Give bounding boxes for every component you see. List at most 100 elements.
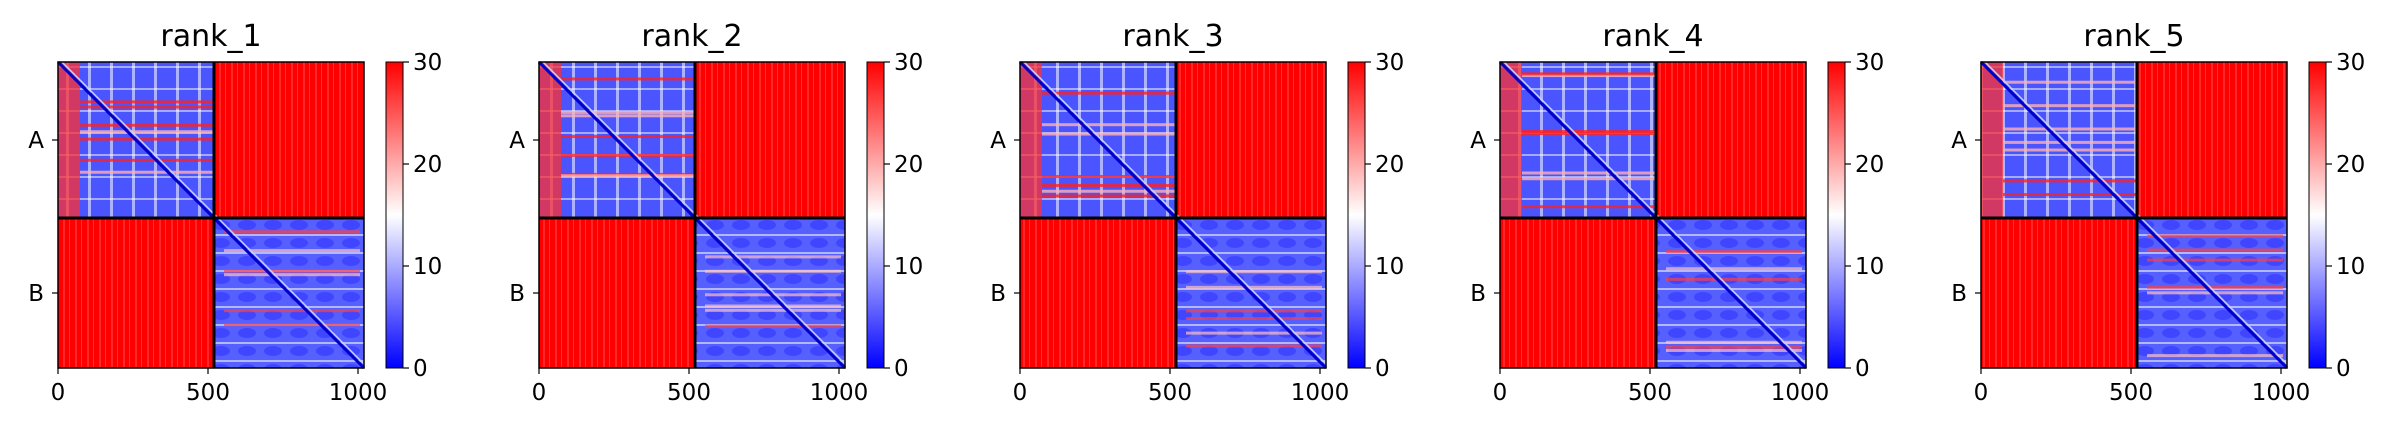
streak-A <box>80 123 214 127</box>
axes-frame <box>1019 61 1327 369</box>
streak-A <box>1522 74 1656 78</box>
panel-title: rank_4 <box>1602 19 1703 54</box>
streak-A <box>561 77 695 81</box>
x-tick-label: 1000 <box>1291 380 1350 406</box>
streak-B <box>2147 248 2283 252</box>
colorbar-tick-label: 0 <box>1855 356 1870 382</box>
panel-title: rank_3 <box>1122 19 1223 54</box>
panel-title: rank_1 <box>160 19 261 54</box>
streak-B <box>1666 277 1802 281</box>
streak-B <box>1186 309 1322 313</box>
block-B-A <box>58 218 214 368</box>
streak-A <box>1042 132 1176 136</box>
x-tick-label: 500 <box>667 380 711 406</box>
diagonal <box>1979 60 2289 370</box>
streak-A <box>1042 123 1176 127</box>
streak-A <box>561 174 695 178</box>
colorbar-tick-label: 30 <box>2336 50 2365 76</box>
streak-A <box>80 170 214 174</box>
heatmap-panel-2: rank_2 0 500 1000 A B 0 10 20 30 <box>509 19 923 406</box>
streak-B <box>2147 354 2283 358</box>
diagonal <box>1018 60 1328 370</box>
heatmap-panel-3: rank_3 0 500 1000 A B 0 10 20 30 <box>990 19 1404 406</box>
edge-band-A <box>1981 62 2003 218</box>
y-tick-label: A <box>1951 128 1967 154</box>
block-B-A <box>1500 218 1656 368</box>
streak-A <box>2003 80 2137 84</box>
streak-A <box>1522 171 1656 175</box>
block-A-B <box>2137 62 2287 218</box>
streak-B <box>1666 348 1802 352</box>
x-tick-label: 0 <box>51 380 66 406</box>
x-tick-label: 0 <box>1974 380 1989 406</box>
colorbar <box>385 61 404 369</box>
x-tick-label: 1000 <box>2252 380 2311 406</box>
panel-title: rank_5 <box>2083 19 2184 54</box>
x-tick-label: 1000 <box>329 380 388 406</box>
streak-B <box>705 304 841 308</box>
axes-frame <box>1980 61 2288 369</box>
x-tick-label: 1000 <box>1771 380 1830 406</box>
streak-A <box>561 135 695 139</box>
y-tick-label: A <box>509 128 525 154</box>
panel-title: rank_2 <box>641 19 742 54</box>
streak-A <box>1042 189 1176 193</box>
edge-band-A <box>1500 62 1522 218</box>
y-tick-label: A <box>1470 128 1486 154</box>
streak-A <box>1522 72 1656 76</box>
colorbar-tick-label: 0 <box>413 356 428 382</box>
edge-band-A <box>539 62 561 218</box>
colorbar <box>1827 61 1846 369</box>
streak-B <box>224 230 360 234</box>
colorbar-tick-label: 30 <box>894 50 923 76</box>
y-tick-label: B <box>28 281 44 307</box>
block-B-A <box>1020 218 1176 368</box>
colorbar-tick-label: 10 <box>2336 254 2365 280</box>
x-tick-label: 0 <box>1013 380 1028 406</box>
colorbar-tick-label: 10 <box>1375 254 1404 280</box>
y-tick-label: B <box>509 281 525 307</box>
heatmap-panel-1: rank_1 0 500 1000 A B 0 10 20 30 <box>28 19 442 406</box>
colorbar-tick-label: 30 <box>1375 50 1404 76</box>
streak-A <box>1522 132 1656 136</box>
streak-A <box>561 153 695 157</box>
y-tick-label: B <box>1951 281 1967 307</box>
streak-B <box>1666 250 1802 254</box>
y-tick-label: A <box>28 128 44 154</box>
streak-B <box>705 255 841 259</box>
streak-B <box>1186 285 1322 289</box>
colorbar-tick-label: 20 <box>2336 152 2365 178</box>
streak-B <box>224 323 360 327</box>
diagonal <box>537 60 847 370</box>
streak-A <box>2003 104 2137 108</box>
streak-A <box>80 137 214 141</box>
x-tick-label: 0 <box>532 380 547 406</box>
x-tick-label: 1000 <box>810 380 869 406</box>
streak-A <box>80 100 214 104</box>
colorbar <box>1347 61 1366 369</box>
streak-A <box>80 105 214 109</box>
streak-A <box>2003 193 2137 197</box>
streak-A <box>1042 175 1176 179</box>
streak-B <box>1186 344 1322 348</box>
heatmap-panel-5: rank_5 0 500 1000 A B 0 10 20 30 <box>1951 19 2365 406</box>
x-tick-label: 500 <box>186 380 230 406</box>
x-tick-label: 500 <box>2109 380 2153 406</box>
x-tick-label: 500 <box>1628 380 1672 406</box>
colorbar-tick-label: 0 <box>1375 356 1390 382</box>
streak-A <box>1042 183 1176 187</box>
block-A-B <box>1176 62 1326 218</box>
streak-A <box>561 114 695 118</box>
streak-A <box>80 130 214 134</box>
colorbar-tick-label: 20 <box>894 152 923 178</box>
streak-A <box>80 158 214 162</box>
heatmap-panel-4: rank_4 0 500 1000 A B 0 10 20 30 <box>1470 19 1884 406</box>
streak-A <box>1522 130 1656 134</box>
streak-B <box>2147 234 2283 238</box>
streak-A <box>1042 91 1176 95</box>
y-tick-label: A <box>990 128 1006 154</box>
streak-B <box>705 324 841 328</box>
streak-B <box>1666 267 1802 271</box>
streak-B <box>1666 340 1802 344</box>
x-tick-label: 500 <box>1148 380 1192 406</box>
